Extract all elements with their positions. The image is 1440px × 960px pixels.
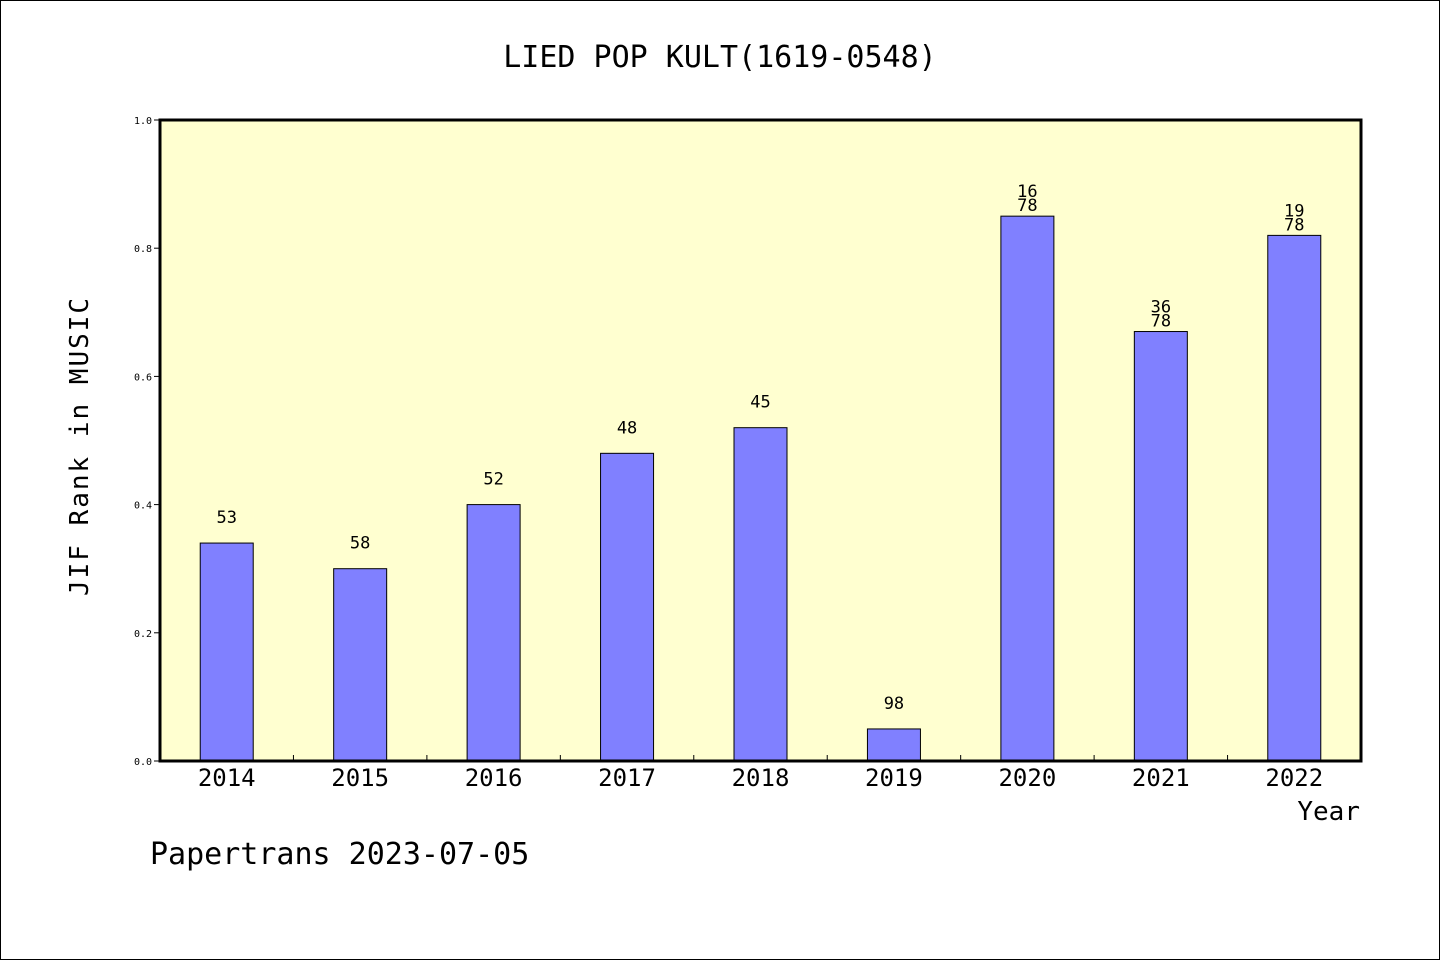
x-tick-label: 2020	[998, 764, 1056, 792]
x-tick-label: 2021	[1132, 764, 1190, 792]
chart-title: LIED POP KULT(1619-0548)	[503, 40, 936, 75]
plot-border	[158, 118, 1363, 763]
x-tick-label: 2022	[1265, 764, 1323, 792]
bar-value-label-numerator: 16	[1017, 182, 1037, 202]
footer-text: Papertrans 2023-07-05	[150, 837, 529, 872]
bar-value-label: 52	[483, 470, 503, 490]
bar-value-label: 58	[350, 534, 370, 554]
bar-2014	[199, 542, 254, 762]
bar-value-label-denominator: 78	[1151, 312, 1171, 332]
y-tick-label: 0.0	[134, 757, 152, 768]
bar-value-label-numerator: 36	[1151, 298, 1171, 318]
x-tick-label: 2019	[865, 764, 923, 792]
x-tick-label: 2017	[598, 764, 656, 792]
y-tick-label: 0.2	[134, 629, 152, 640]
bar-series	[199, 215, 1322, 762]
y-tick-label: 1.0	[134, 116, 152, 127]
bar-2016	[466, 504, 521, 762]
bar-value-label: 98	[884, 694, 904, 714]
x-tick-label: 2018	[732, 764, 790, 792]
bar-2015	[333, 568, 388, 762]
y-axis: 0.0 0.2 0.4 0.6 0.8 1.0	[134, 116, 160, 768]
bar-2022	[1267, 234, 1322, 762]
y-axis-label: JIF Rank in MUSIC	[65, 296, 95, 596]
x-axis-label: Year	[1297, 797, 1360, 827]
bar-value-label: 48	[617, 418, 637, 438]
bar-value-label-denominator: 78	[1284, 215, 1304, 235]
x-tick-label: 2015	[331, 764, 389, 792]
x-axis: 2014 2015 2016 2017 2018 2019 2020 2021 2022	[198, 755, 1323, 792]
y-tick-label: 0.8	[134, 244, 152, 255]
bar-2018	[733, 427, 788, 762]
y-tick-label: 0.6	[134, 372, 152, 383]
bar-value-label: 45	[750, 393, 770, 413]
bar-2021	[1133, 331, 1188, 762]
bar-2017	[600, 452, 655, 762]
x-tick-label: 2016	[465, 764, 523, 792]
bar-value-label-denominator: 78	[1017, 196, 1037, 216]
bar-2019	[866, 728, 921, 762]
bar-value-label-numerator: 19	[1284, 201, 1304, 221]
y-tick-label: 0.4	[134, 501, 152, 512]
bar-value-label: 53	[216, 508, 236, 528]
x-tick-label: 2014	[198, 764, 256, 792]
bar-2020	[1000, 215, 1055, 762]
